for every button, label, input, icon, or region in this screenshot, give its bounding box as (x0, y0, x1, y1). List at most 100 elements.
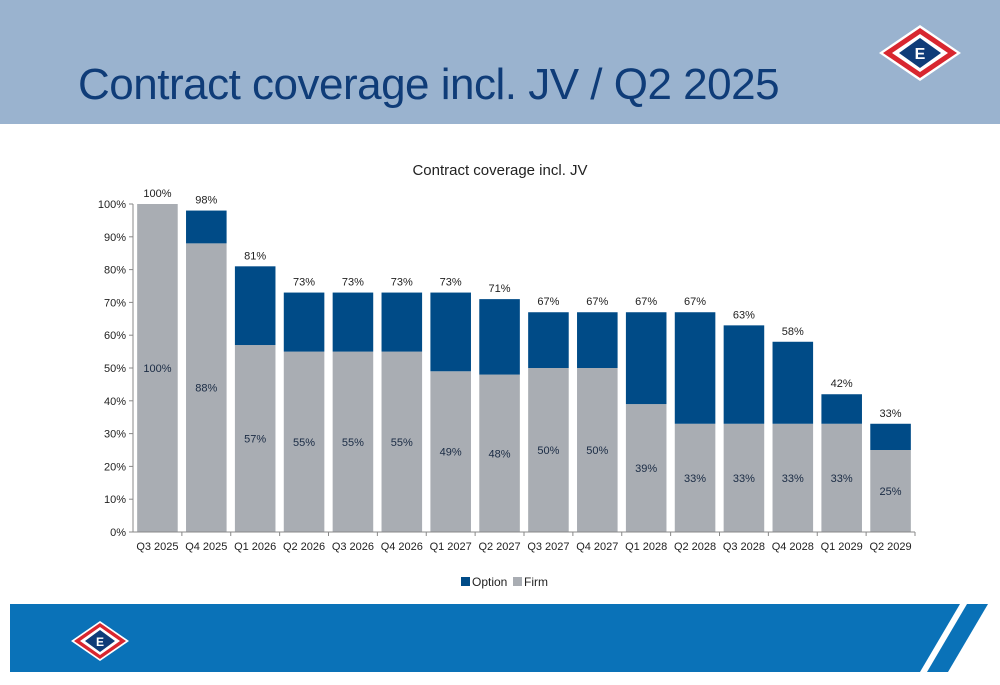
legend-label: Firm (524, 575, 548, 589)
company-logo-icon: E (879, 25, 961, 81)
firm-data-label: 57% (244, 434, 266, 446)
bar-firm (723, 423, 765, 532)
y-tick-label: 60% (104, 330, 126, 342)
firm-data-label: 33% (782, 473, 804, 485)
footer-band (10, 604, 988, 672)
firm-data-label: 50% (537, 445, 559, 457)
bar-option (234, 266, 276, 346)
bar-option (528, 312, 569, 368)
y-tick-label: 30% (104, 429, 126, 441)
total-data-label: 67% (537, 296, 559, 308)
page-title: Contract coverage incl. JV / Q2 2025 (78, 60, 780, 109)
bar-option (723, 325, 765, 424)
firm-data-label: 88% (195, 383, 217, 395)
x-tick-label: Q4 2028 (772, 541, 814, 553)
x-tick-label: Q3 2025 (136, 541, 178, 553)
chart-title: Contract coverage incl. JV (412, 162, 587, 179)
bar-option (332, 292, 374, 352)
firm-data-label: 39% (635, 463, 657, 475)
x-tick-label: Q2 2026 (283, 541, 325, 553)
x-tick-label: Q1 2027 (430, 541, 472, 553)
bar-option (870, 423, 911, 450)
bar-firm (821, 423, 862, 532)
firm-data-label: 33% (733, 473, 755, 485)
x-tick-label: Q3 2028 (723, 541, 765, 553)
bar-option (821, 394, 862, 424)
svg-text:E: E (96, 635, 104, 649)
x-axis: Q3 2025 Q4 2025 Q1 2026 Q2 2026 Q3 2026 Q4 20… (133, 531, 916, 553)
firm-data-label: 100% (143, 363, 171, 375)
y-tick-label: 100% (98, 199, 126, 211)
y-tick-label: 90% (104, 232, 126, 244)
total-data-label: 81% (244, 250, 266, 262)
total-data-label: 58% (782, 326, 804, 338)
y-tick-label: 80% (104, 265, 126, 277)
bar-firm (137, 204, 178, 532)
company-logo-icon: E (71, 621, 129, 661)
total-data-label: 67% (684, 296, 706, 308)
bar-option (479, 299, 520, 375)
bar-firm (479, 374, 520, 532)
x-tick-label: Q3 2027 (527, 541, 569, 553)
bar-firm (625, 404, 667, 532)
x-tick-label: Q1 2029 (821, 541, 863, 553)
bar-firm (772, 423, 814, 532)
x-tick-label: Q1 2028 (625, 541, 667, 553)
bar-firm (283, 351, 325, 532)
bar-firm (577, 368, 618, 532)
bar-option (186, 210, 227, 244)
bar-option (381, 292, 423, 352)
y-tick-label: 10% (104, 494, 126, 506)
x-tick-label: Q2 2027 (478, 541, 520, 553)
y-tick-label: 40% (104, 396, 126, 408)
bar-firm (870, 450, 911, 532)
bars: 100% 100% 88% 98% 57% 81% 55% 73% 55% 73% 55% 73% 49… (137, 188, 911, 533)
total-data-label: 71% (489, 283, 511, 295)
x-tick-label: Q4 2025 (185, 541, 227, 553)
x-tick-label: Q2 2028 (674, 541, 716, 553)
svg-text:E: E (915, 46, 926, 63)
y-tick-label: 0% (110, 527, 126, 539)
y-tick-label: 70% (104, 297, 126, 309)
firm-data-label: 55% (293, 437, 315, 449)
firm-data-label: 55% (342, 437, 364, 449)
bar-firm (332, 351, 374, 532)
y-axis: 0% 10% 20% 30% 40% 50% 60% 70% 80% 90% 100% (98, 199, 134, 539)
bar-firm (234, 345, 276, 532)
firm-data-label: 50% (586, 445, 608, 457)
firm-data-label: 49% (440, 447, 462, 459)
chart: Contract coverage incl. JV 0% 10% 20% 30% 40… (98, 162, 916, 589)
total-data-label: 73% (391, 277, 413, 289)
bar-firm (430, 371, 471, 532)
total-data-label: 73% (293, 277, 315, 289)
total-data-label: 63% (733, 309, 755, 321)
legend-swatch (461, 577, 470, 586)
bar-option (430, 292, 471, 372)
header-band (0, 0, 1000, 124)
firm-data-label: 33% (684, 473, 706, 485)
bar-option (674, 312, 716, 424)
bar-option (625, 312, 667, 405)
total-data-label: 98% (195, 195, 217, 207)
x-tick-label: Q4 2027 (576, 541, 618, 553)
x-tick-label: Q4 2026 (381, 541, 423, 553)
x-tick-label: Q3 2026 (332, 541, 374, 553)
bar-option (283, 292, 325, 352)
total-data-label: 42% (831, 378, 853, 390)
firm-data-label: 48% (489, 448, 511, 460)
x-tick-label: Q2 2029 (869, 541, 911, 553)
bar-firm (528, 368, 569, 532)
legend-swatch (513, 577, 522, 586)
total-data-label: 100% (143, 188, 171, 200)
total-data-label: 67% (586, 296, 608, 308)
total-data-label: 73% (342, 277, 364, 289)
legend: Option Firm (461, 575, 548, 589)
total-data-label: 73% (440, 277, 462, 289)
firm-data-label: 25% (880, 486, 902, 498)
bar-firm (186, 243, 227, 533)
firm-data-label: 55% (391, 437, 413, 449)
firm-data-label: 33% (831, 473, 853, 485)
legend-label: Option (472, 575, 507, 589)
bar-option (772, 341, 814, 424)
y-tick-label: 50% (104, 363, 126, 375)
